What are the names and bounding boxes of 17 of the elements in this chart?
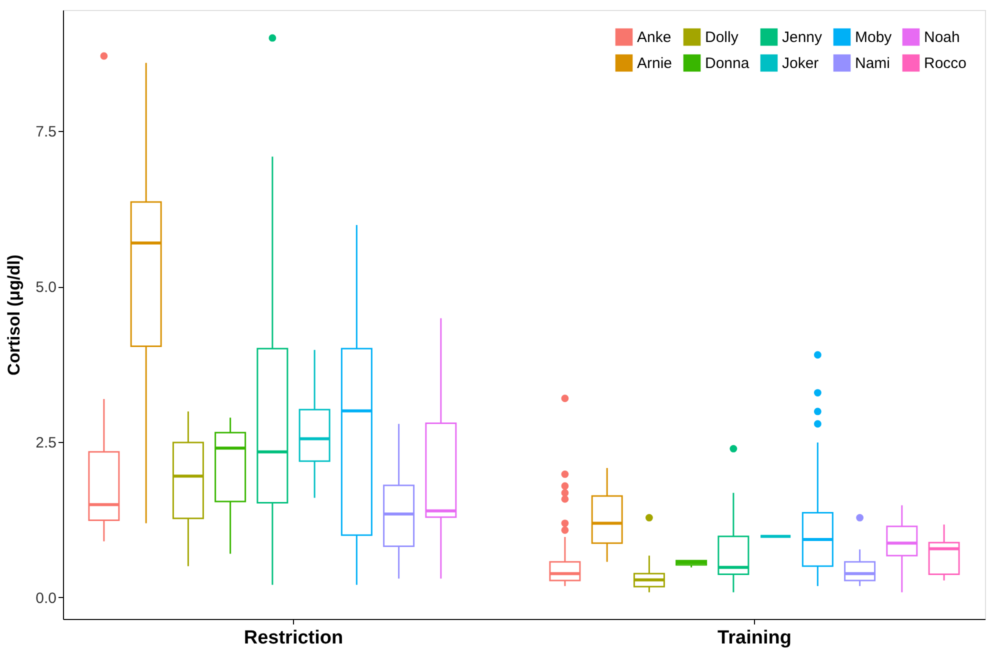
legend-label: Anke [637,29,672,46]
legend-label: Moby [855,29,892,46]
y-tick-label: 7.5 [36,124,56,141]
legend-label: Noah [924,29,960,46]
legend-label: Rocco [924,55,967,72]
legend-label: Jenny [782,29,823,46]
legend-label: Dolly [705,29,739,46]
y-tick-label: 0.0 [36,590,56,607]
y-axis-title: Cortisol (μg/dl) [4,254,24,376]
legend-label: Donna [705,55,750,72]
y-tick-label: 5.0 [36,279,56,296]
legend-label: Nami [855,55,890,72]
x-tick-label: Restriction [244,628,344,648]
legend-label: Arnie [637,55,672,72]
x-tick-label: Training [718,628,792,648]
y-tick-label: 2.5 [36,434,56,452]
legend-label: Joker [782,55,819,72]
